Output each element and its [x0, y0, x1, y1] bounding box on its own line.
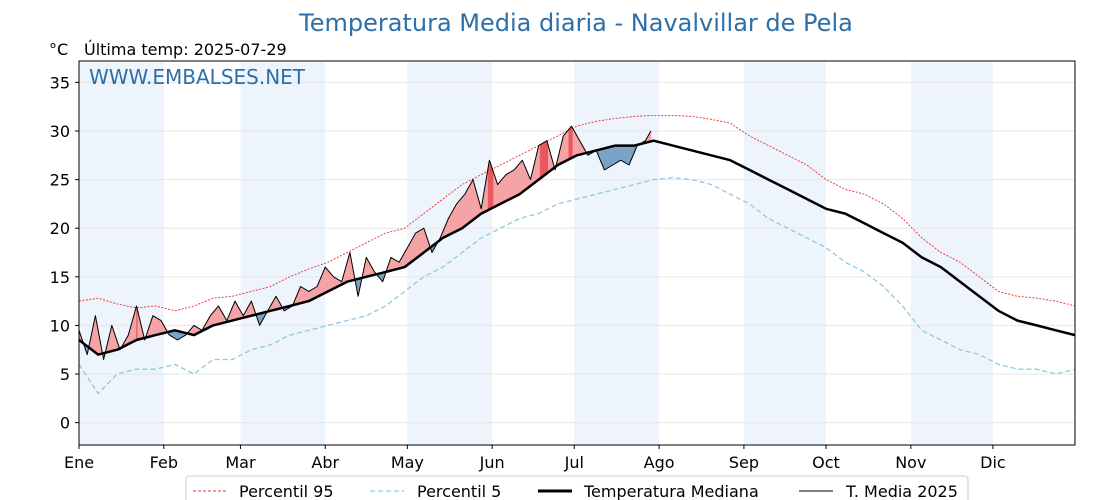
y-tick-label: 5	[60, 365, 70, 384]
x-tick-label: Nov	[895, 453, 926, 472]
y-tick-label: 15	[50, 268, 70, 287]
unit-label: °C	[49, 40, 68, 59]
month-band	[79, 61, 164, 445]
month-band	[743, 61, 826, 445]
y-tick-label: 0	[60, 414, 70, 433]
watermark: WWW.EMBALSES.NET	[89, 65, 306, 89]
legend-label-p5: Percentil 5	[417, 482, 501, 500]
legend-label-median: Temperatura Mediana	[583, 482, 759, 500]
x-tick-label: Jul	[564, 453, 584, 472]
x-tick-label: May	[391, 453, 424, 472]
y-tick-label: 10	[50, 316, 70, 335]
plot-area: 0 5 10 15 20 25 30 35 Ene Feb Mar Abr May Jun Jul Ago Se…	[50, 60, 1076, 472]
month-band	[240, 61, 326, 445]
series-line-t-media-2025	[78, 125, 652, 360]
x-tick-label: Jun	[479, 453, 505, 472]
plot-frame	[78, 60, 1076, 446]
y-tick-label: 20	[50, 219, 70, 238]
last-temp-label: Última temp: 2025-07-29	[84, 40, 287, 59]
x-tick-label: Oct	[812, 453, 840, 472]
y-tick-label: 35	[50, 73, 70, 92]
legend-box	[185, 475, 969, 500]
y-tick-label: 30	[50, 122, 70, 141]
series-line-temperatura-mediana	[78, 139, 1076, 356]
chart-title: Temperatura Media diaria - Navalvillar d…	[298, 9, 853, 37]
series-line-percentil-5	[78, 177, 1076, 395]
legend-label-actual: T. Media 2025	[845, 482, 958, 500]
x-tick-label: Dic	[980, 453, 1006, 472]
month-band	[574, 61, 660, 445]
x-tick-label: Sep	[729, 453, 759, 472]
legend: Percentil 95 Percentil 5 Temperatura Med…	[185, 475, 969, 500]
x-tick-label: Feb	[150, 453, 178, 472]
x-tick-label: Mar	[225, 453, 256, 472]
x-tick-label: Abr	[311, 453, 339, 472]
month-band	[910, 61, 993, 445]
series-line-percentil-95	[78, 114, 1076, 312]
x-tick-label: Ago	[644, 453, 675, 472]
y-tick-label: 25	[50, 171, 70, 190]
legend-label-p95: Percentil 95	[239, 482, 334, 500]
x-tick-label: Ene	[64, 453, 94, 472]
